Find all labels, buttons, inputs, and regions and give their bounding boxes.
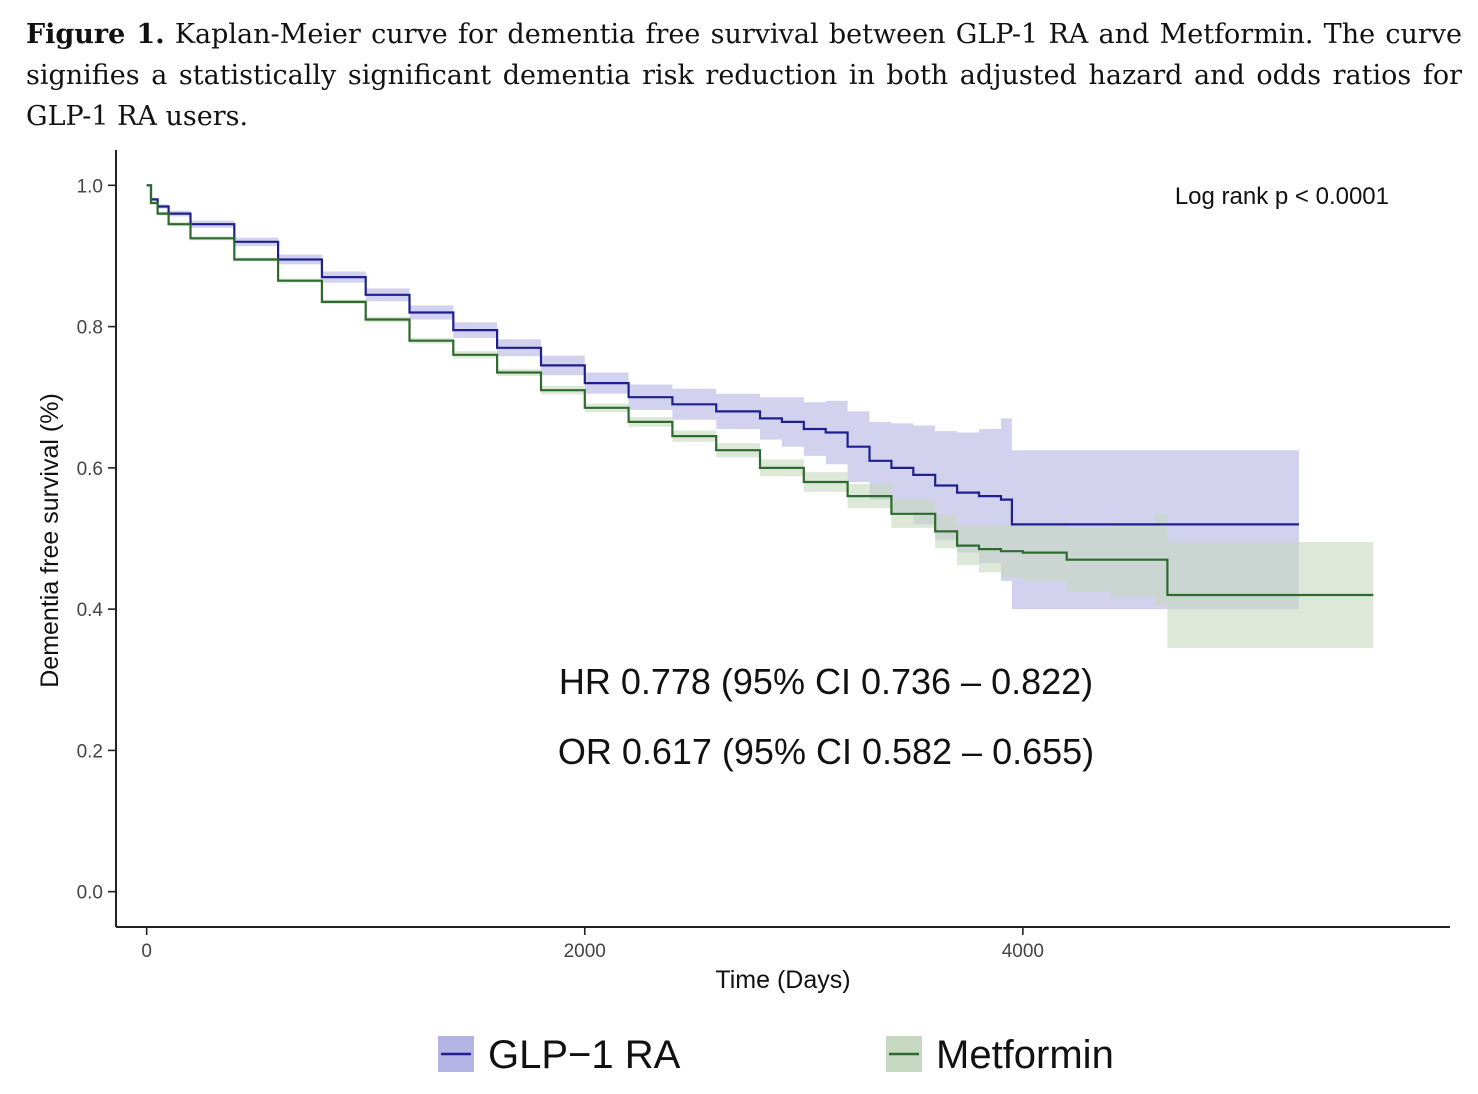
survival-curves [146, 184, 1374, 597]
x-axis-title: Time (Days) [715, 966, 850, 994]
legend-label-metformin: Metformin [936, 1033, 1114, 1077]
y-axis-title: Dementia free survival (%) [36, 393, 64, 688]
figure-caption: Figure 1. Kaplan-Meier curve for dementi… [26, 14, 1462, 137]
x-tick-label: 4000 [1002, 941, 1044, 962]
survival-line-glp-1-ra [146, 184, 1299, 526]
y-tick-label: 1.0 [77, 176, 103, 197]
y-tick-label: 0.0 [77, 883, 103, 904]
legend: GLP−1 RA Metformin [438, 1033, 1114, 1077]
x-tick-label: 0 [141, 941, 152, 962]
x-tick-label: 2000 [564, 941, 606, 962]
y-tick-label: 0.6 [77, 459, 103, 480]
or-annotation: OR 0.617 (95% CI 0.582 – 0.655) [558, 731, 1094, 772]
ci-band-metformin [146, 185, 1374, 649]
legend-label-glp-1-ra: GLP−1 RA [488, 1033, 681, 1077]
logrank-annotation: Log rank p < 0.0001 [1175, 183, 1389, 210]
axes: 0.0 0.2 0.4 0.6 0.8 1.0 0 2000 4000 [77, 150, 1450, 962]
y-tick-label: 0.4 [77, 600, 104, 621]
figure-caption-text: Kaplan-Meier curve for dementia free sur… [26, 19, 1462, 132]
y-tick-label: 0.2 [77, 741, 103, 762]
y-tick-label: 0.8 [77, 318, 103, 339]
survival-line-metformin [146, 184, 1374, 597]
hr-annotation: HR 0.778 (95% CI 0.736 – 0.822) [559, 661, 1093, 702]
figure-label: Figure 1. [26, 19, 165, 50]
